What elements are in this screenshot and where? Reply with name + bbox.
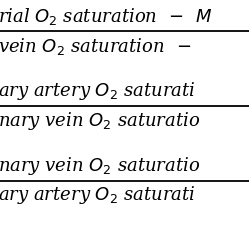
Text: rial $O_2$ saturation $\,-\,$ $M$: rial $O_2$ saturation $\,-\,$ $M$ [0, 6, 212, 27]
Text: nary vein $O_2$ saturatio: nary vein $O_2$ saturatio [0, 155, 200, 177]
Text: ary artery $O_2$ saturati: ary artery $O_2$ saturati [0, 80, 195, 102]
Text: ary artery $O_2$ saturati: ary artery $O_2$ saturati [0, 185, 195, 206]
Text: vein $O_2$ saturation $\,-$: vein $O_2$ saturation $\,-$ [0, 36, 191, 57]
Text: nary vein $O_2$ saturatio: nary vein $O_2$ saturatio [0, 110, 200, 132]
